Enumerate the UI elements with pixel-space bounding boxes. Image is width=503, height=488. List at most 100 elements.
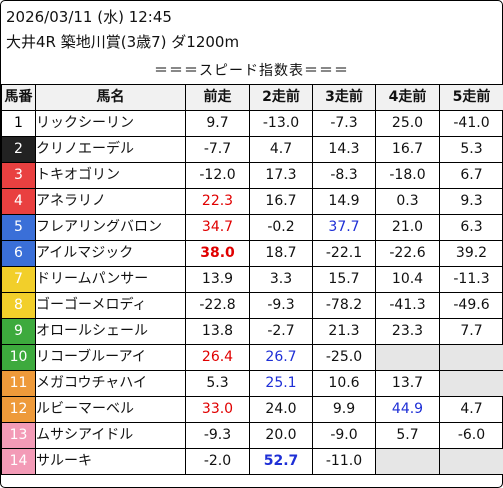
- speed-index-table: 馬番 馬名 前走 2走前 3走前 4走前 5走前 1 リックシーリン 9.7 -13.…: [1, 84, 503, 475]
- table-row: 9 オロールシェール 13.8 -2.7 21.3 23.3 7.7: [1, 318, 503, 345]
- speed-index-cell: [375, 448, 440, 475]
- table-row: 2 クリノエーデル -7.7 4.7 14.3 16.7 5.3: [1, 136, 503, 163]
- horse-number-cell: 3: [1, 162, 36, 189]
- horse-number-cell: 12: [1, 396, 36, 423]
- speed-index-cell: 5.7: [375, 422, 440, 449]
- col-header-number: 馬番: [1, 84, 36, 111]
- horse-number-cell: 6: [1, 240, 36, 267]
- horse-name-cell: クリノエーデル: [35, 136, 186, 163]
- speed-index-cell: [439, 448, 503, 475]
- horse-name-cell: ルビーマーベル: [35, 396, 186, 423]
- speed-index-cell: 13.9: [185, 266, 250, 293]
- speed-index-cell: -8.3: [312, 162, 376, 189]
- speed-index-cell: 13.8: [185, 318, 250, 345]
- table-row: 10 リコーブルーアイ 26.4 26.7 -25.0: [1, 344, 503, 371]
- speed-index-cell: [439, 370, 503, 397]
- speed-index-cell: -2.0: [185, 448, 250, 475]
- horse-name-cell: ゴーゴーメロディ: [35, 292, 186, 319]
- speed-index-cell: 4.7: [249, 136, 313, 163]
- speed-index-cell: 34.7: [185, 214, 250, 241]
- speed-index-cell: 15.7: [312, 266, 376, 293]
- speed-index-cell: 10.6: [312, 370, 376, 397]
- speed-index-cell: 23.3: [375, 318, 440, 345]
- speed-index-cell: 21.3: [312, 318, 376, 345]
- speed-index-cell: 4.7: [439, 396, 503, 423]
- table-subtitle: ＝＝＝スピード指数表＝＝＝: [154, 63, 349, 79]
- speed-index-cell: 38.0: [185, 240, 250, 267]
- table-row: 1 リックシーリン 9.7 -13.0 -7.3 25.0 -41.0: [1, 110, 503, 137]
- horse-number-cell: 5: [1, 214, 36, 241]
- horse-name-cell: フレアリングバロン: [35, 214, 186, 241]
- horse-number-cell: 7: [1, 266, 36, 293]
- speed-index-cell: 25.0: [375, 110, 440, 137]
- horse-number-cell: 4: [1, 188, 36, 215]
- speed-index-cell: -11.0: [312, 448, 376, 475]
- table-row: 5 フレアリングバロン 34.7 -0.2 37.7 21.0 6.3: [1, 214, 503, 241]
- speed-index-cell: [375, 344, 440, 371]
- speed-index-cell: -9.3: [185, 422, 250, 449]
- speed-index-cell: 6.3: [439, 214, 503, 241]
- horse-name-cell: リコーブルーアイ: [35, 344, 186, 371]
- speed-index-cell: 13.7: [375, 370, 440, 397]
- speed-index-cell: 16.7: [375, 136, 440, 163]
- speed-index-cell: 5.3: [439, 136, 503, 163]
- table-row: 4 アネラリノ 22.3 16.7 14.9 0.3 9.3: [1, 188, 503, 215]
- race-datetime: 2026/03/11 (水) 12:45: [6, 8, 172, 26]
- horse-name-cell: メガコウチャハイ: [35, 370, 186, 397]
- speed-index-cell: -49.6: [439, 292, 503, 319]
- speed-index-cell: 20.0: [249, 422, 313, 449]
- table-row: 8 ゴーゴーメロディ -22.8 -9.3 -78.2 -41.3 -49.6: [1, 292, 503, 319]
- speed-index-cell: 0.3: [375, 188, 440, 215]
- col-header-2-races-ago: 2走前: [249, 84, 313, 111]
- col-header-3-races-ago: 3走前: [312, 84, 376, 111]
- speed-index-cell: -78.2: [312, 292, 376, 319]
- horse-name-cell: トキオゴリン: [35, 162, 186, 189]
- speed-index-cell: 25.1: [249, 370, 313, 397]
- col-header-4-races-ago: 4走前: [375, 84, 440, 111]
- horse-name-cell: ムサシアイドル: [35, 422, 186, 449]
- table-row: 14 サルーキ -2.0 52.7 -11.0: [1, 448, 503, 475]
- col-header-5-races-ago: 5走前: [439, 84, 503, 111]
- speed-index-cell: -12.0: [185, 162, 250, 189]
- race-title: 大井4R 築地川賞(3歳7) ダ1200m: [6, 33, 240, 51]
- speed-index-cell: -41.3: [375, 292, 440, 319]
- speed-index-cell: 26.4: [185, 344, 250, 371]
- speed-index-cell: 16.7: [249, 188, 313, 215]
- speed-index-cell: -41.0: [439, 110, 503, 137]
- speed-index-cell: -0.2: [249, 214, 313, 241]
- horse-number-cell: 1: [1, 110, 36, 137]
- col-header-last-race: 前走: [185, 84, 250, 111]
- horse-number-cell: 8: [1, 292, 36, 319]
- speed-index-cell: 5.3: [185, 370, 250, 397]
- table-row: 3 トキオゴリン -12.0 17.3 -8.3 -18.0 6.7: [1, 162, 503, 189]
- speed-index-cell: 6.7: [439, 162, 503, 189]
- horse-number-cell: 10: [1, 344, 36, 371]
- horse-name-cell: アイルマジック: [35, 240, 186, 267]
- horse-number-cell: 9: [1, 318, 36, 345]
- speed-index-cell: 14.9: [312, 188, 376, 215]
- speed-index-cell: 9.3: [439, 188, 503, 215]
- horse-name-cell: オロールシェール: [35, 318, 186, 345]
- speed-index-cell: 33.0: [185, 396, 250, 423]
- speed-index-cell: 21.0: [375, 214, 440, 241]
- col-header-horse-name: 馬名: [35, 84, 186, 111]
- speed-index-cell: 3.3: [249, 266, 313, 293]
- horse-name-cell: ドリームパンサー: [35, 266, 186, 293]
- speed-index-cell: -25.0: [312, 344, 376, 371]
- speed-index-cell: -11.3: [439, 266, 503, 293]
- speed-index-cell: -9.0: [312, 422, 376, 449]
- speed-index-cell: [439, 344, 503, 371]
- speed-index-cell: 7.7: [439, 318, 503, 345]
- speed-index-cell: 9.9: [312, 396, 376, 423]
- speed-index-cell: -22.1: [312, 240, 376, 267]
- horse-name-cell: リックシーリン: [35, 110, 186, 137]
- speed-index-cell: 18.7: [249, 240, 313, 267]
- speed-index-cell: -13.0: [249, 110, 313, 137]
- horse-name-cell: アネラリノ: [35, 188, 186, 215]
- speed-index-cell: 44.9: [375, 396, 440, 423]
- speed-index-cell: 24.0: [249, 396, 313, 423]
- speed-index-cell: 9.7: [185, 110, 250, 137]
- speed-index-cell: 10.4: [375, 266, 440, 293]
- speed-index-cell: 14.3: [312, 136, 376, 163]
- horse-number-cell: 13: [1, 422, 36, 449]
